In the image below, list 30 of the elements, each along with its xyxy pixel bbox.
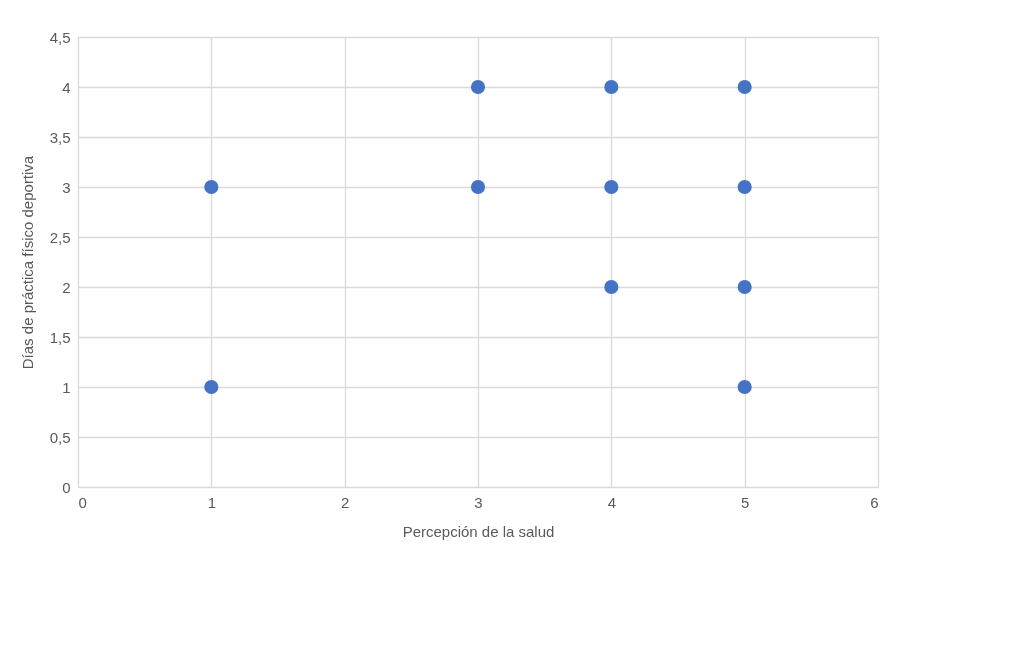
y-tick-label: 3,5	[49, 128, 71, 146]
x-tick-label: 2	[340, 493, 350, 511]
point	[604, 279, 619, 295]
y-tick-label: 2	[62, 278, 71, 296]
y-tick-label: 0,5	[49, 428, 71, 446]
x-tick-label: 6	[870, 493, 879, 511]
point	[604, 179, 619, 195]
point	[737, 379, 752, 395]
y-tick-label: 0	[62, 478, 71, 496]
point	[604, 79, 619, 95]
point	[737, 79, 752, 95]
x-tick-label: 0	[78, 493, 87, 511]
y-tick-label: 1,5	[49, 328, 71, 346]
y-tick-label: 1	[62, 378, 71, 396]
point	[470, 79, 486, 95]
y-tick-label: 3	[62, 178, 71, 196]
x-tick-label: 4	[607, 493, 617, 511]
x-axis-title: Percepción de la salud	[402, 522, 555, 540]
point	[204, 179, 219, 195]
x-tick-label: 1	[207, 493, 217, 511]
y-axis-title: Días de práctica físico deportiva	[18, 155, 36, 370]
x-tick-label: 3	[474, 493, 483, 511]
y-tick-label: 4	[62, 78, 71, 96]
point	[737, 179, 752, 195]
point	[470, 179, 486, 195]
y-tick-label: 4,5	[49, 28, 71, 46]
point	[737, 279, 752, 295]
point	[204, 379, 219, 395]
x-tick-label: 5	[740, 493, 750, 511]
y-tick-label: 2,5	[49, 228, 71, 246]
